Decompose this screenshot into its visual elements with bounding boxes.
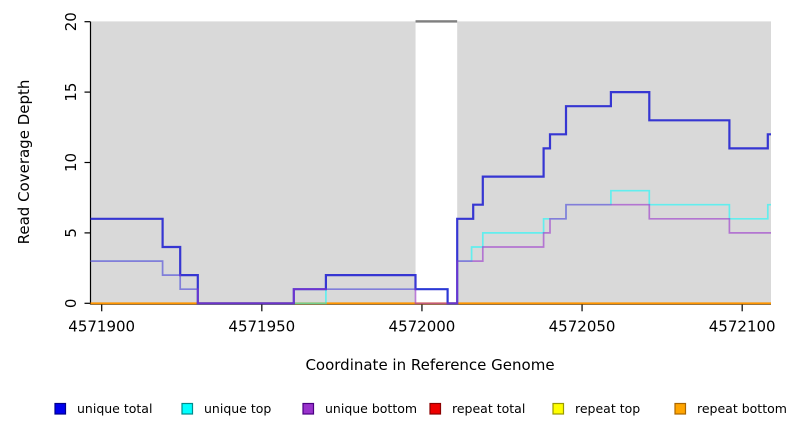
legend-swatch-repeat-top: [552, 402, 565, 415]
x-tick-label: 4571900: [68, 317, 135, 335]
legend-label: repeat bottom: [697, 401, 787, 416]
y-tick-label: 20: [62, 12, 80, 31]
legend-swatch-repeat-bottom: [674, 402, 687, 415]
legend-item-unique-bottom: unique bottom: [302, 401, 417, 416]
legend-item-unique-top: unique top: [181, 401, 271, 416]
shaded-regions: [90, 20, 771, 304]
masked-region-marker: [415, 20, 458, 23]
x-tick-label: 4572100: [709, 317, 776, 335]
unique-region-shading: [90, 21, 416, 304]
legend-item-unique-total: unique total: [54, 401, 152, 416]
legend-item-repeat-total: repeat total: [429, 401, 525, 416]
legend-swatch-unique-total: [54, 402, 67, 415]
legend-item-repeat-bottom: repeat bottom: [674, 401, 787, 416]
series-line-unique-bottom: [90, 203, 771, 305]
legend-label: repeat top: [575, 401, 640, 416]
legend-swatch-repeat-total: [429, 402, 442, 415]
y-tick-label: 15: [62, 83, 80, 102]
legend-label: unique total: [77, 401, 152, 416]
legend-label: unique top: [204, 401, 271, 416]
legend-label: unique bottom: [325, 401, 417, 416]
x-axis-title: Coordinate in Reference Genome: [305, 356, 554, 374]
y-axis-title: Read Coverage Depth: [15, 80, 33, 245]
x-tick-label: 4572050: [549, 317, 616, 335]
legend: unique total unique top unique bottom repea…: [54, 401, 787, 416]
series-lines: [90, 91, 771, 305]
y-tick-label: 0: [62, 299, 80, 309]
unique-region-shading: [457, 21, 771, 304]
legend-item-repeat-top: repeat top: [552, 401, 640, 416]
legend-swatch-unique-top: [181, 402, 194, 415]
legend-label: repeat total: [452, 401, 525, 416]
legend-swatch-unique-bottom: [302, 402, 315, 415]
x-tick-label: 4571950: [228, 317, 295, 335]
axes: 0 5 10 15 20 4571900 4571950 4572000 4572050 4572…: [62, 12, 776, 335]
x-tick-label: 4572000: [389, 317, 456, 335]
y-tick-label: 10: [62, 153, 80, 172]
y-tick-label: 5: [62, 228, 80, 238]
